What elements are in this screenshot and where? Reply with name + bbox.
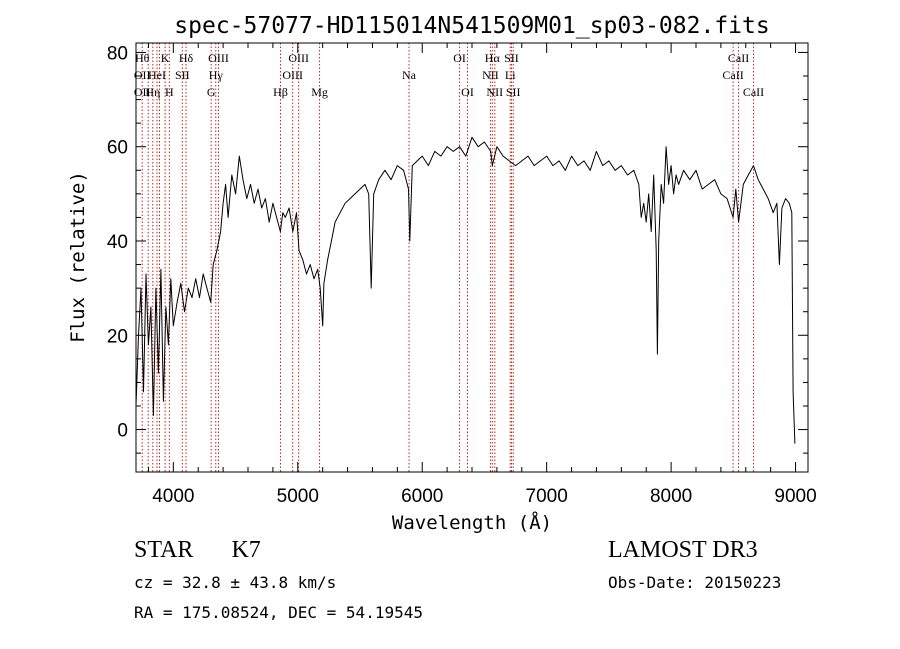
line-label: CaII [722,68,743,82]
velocity-text: cz = 32.8 ± 43.8 km/s [134,573,337,592]
line-label: Hα [485,51,501,65]
line-label: Mg [311,85,328,99]
y-tick-label: 20 [107,326,128,347]
x-tick-label: 8000 [650,486,692,507]
line-label: OI [453,51,466,65]
y-tick-label: 40 [107,232,128,253]
line-label: OII [134,85,151,99]
x-tick-label: 6000 [401,486,443,507]
x-tick-label: 4000 [152,486,194,507]
coordinates-text: RA = 175.08524, DEC = 54.19545 [134,603,423,622]
line-label: HeI [148,68,166,82]
line-markers [141,43,754,472]
line-label: CaII [728,51,749,65]
line-label: OIII [288,51,309,65]
obs-date-text: Obs-Date: 20150223 [608,573,782,592]
chart-title: spec-57077-HD115014N541509M01_sp03-082.f… [174,13,769,39]
y-tick-label: 60 [107,138,128,159]
line-label: Hγ [209,68,224,82]
line-label: OI [461,85,474,99]
line-label: Li [505,68,516,82]
line-label: Hδ [179,51,194,65]
y-axis-label: Flux (relative) [67,171,89,343]
line-label: Hη [145,85,160,99]
axis-ticks: 4000 5000 6000 7000 8000 9000 0 20 40 60 80 [107,43,817,507]
line-label: NII [482,68,499,82]
line-label: OIII [208,51,229,65]
line-label: CaII [743,85,764,99]
line-label: Na [402,68,417,82]
class-label: STAR [134,537,194,563]
line-label: H [165,85,174,99]
spectrum-line [135,136,796,444]
line-label: OIII [282,68,303,82]
line-label: SII [175,68,190,82]
x-tick-label: 7000 [526,486,568,507]
x-tick-label: 5000 [277,486,319,507]
line-labels: HθOIIOIIHηHeIKHSIIHδGHγOIIIHβOIIIOIIIMgN… [134,51,764,99]
y-tick-label: 0 [117,421,128,442]
y-tick-label: 80 [107,43,128,64]
x-axis-label: Wavelength (Å) [392,511,552,534]
line-label: K [161,51,170,65]
line-label: SII [504,51,519,65]
line-label: G [207,85,216,99]
line-label: OII [134,68,151,82]
line-label: Hβ [273,85,288,99]
line-label: NII [486,85,503,99]
x-tick-label: 9000 [774,486,816,507]
object-class: STAR K7 [134,537,261,564]
line-label: SII [506,85,521,99]
survey-label: LAMOST DR3 [608,537,758,563]
line-label: Hθ [135,51,150,65]
plot-frame [135,42,809,473]
subclass-label: K7 [231,537,261,563]
